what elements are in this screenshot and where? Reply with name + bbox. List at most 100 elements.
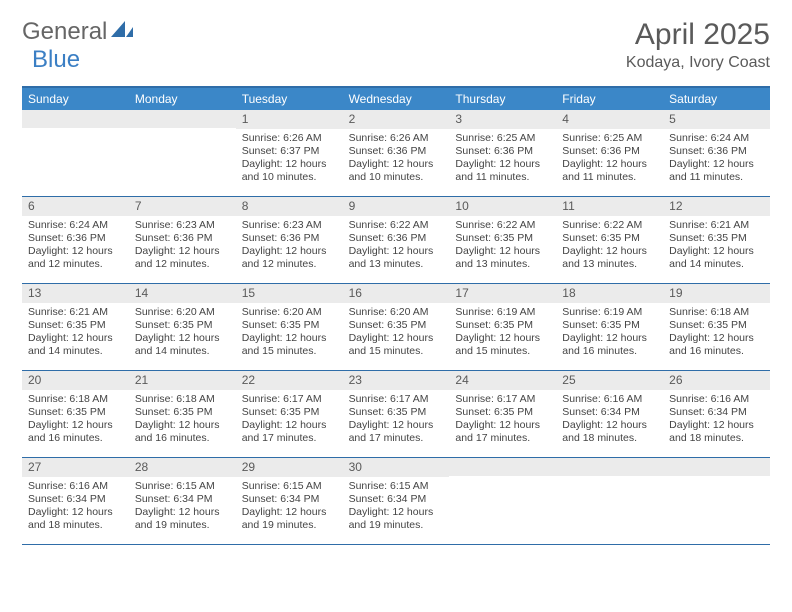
sunset-text: Sunset: 6:34 PM [349,493,444,506]
day-number: 9 [343,197,450,216]
day-cell: 19Sunrise: 6:18 AMSunset: 6:35 PMDayligh… [663,284,770,370]
sunset-text: Sunset: 6:35 PM [28,319,123,332]
day-number: 8 [236,197,343,216]
day-number: 2 [343,110,450,129]
daylight-text: Daylight: 12 hours and 19 minutes. [242,506,337,532]
daylight-text: Daylight: 12 hours and 19 minutes. [349,506,444,532]
header: General April 2025 Kodaya, Ivory Coast [22,18,770,72]
daylight-text: Daylight: 12 hours and 13 minutes. [349,245,444,271]
day-details: Sunrise: 6:24 AMSunset: 6:36 PMDaylight:… [22,216,129,278]
sunrise-text: Sunrise: 6:18 AM [28,393,123,406]
day-cell: 9Sunrise: 6:22 AMSunset: 6:36 PMDaylight… [343,197,450,283]
day-cell: 23Sunrise: 6:17 AMSunset: 6:35 PMDayligh… [343,371,450,457]
daylight-text: Daylight: 12 hours and 13 minutes. [562,245,657,271]
sunrise-text: Sunrise: 6:16 AM [562,393,657,406]
sunrise-text: Sunrise: 6:20 AM [349,306,444,319]
month-title: April 2025 [626,18,770,52]
sunrise-text: Sunrise: 6:21 AM [669,219,764,232]
daylight-text: Daylight: 12 hours and 13 minutes. [455,245,550,271]
day-number: 15 [236,284,343,303]
calendar: Sunday Monday Tuesday Wednesday Thursday… [22,86,770,545]
day-cell: 12Sunrise: 6:21 AMSunset: 6:35 PMDayligh… [663,197,770,283]
day-number: 27 [22,458,129,477]
sunset-text: Sunset: 6:35 PM [349,406,444,419]
day-header: Monday [129,88,236,110]
daylight-text: Daylight: 12 hours and 12 minutes. [135,245,230,271]
sunrise-text: Sunrise: 6:20 AM [135,306,230,319]
day-number: 26 [663,371,770,390]
week-row: 13Sunrise: 6:21 AMSunset: 6:35 PMDayligh… [22,284,770,371]
day-cell: 15Sunrise: 6:20 AMSunset: 6:35 PMDayligh… [236,284,343,370]
day-cell: 6Sunrise: 6:24 AMSunset: 6:36 PMDaylight… [22,197,129,283]
day-details: Sunrise: 6:23 AMSunset: 6:36 PMDaylight:… [129,216,236,278]
sunset-text: Sunset: 6:35 PM [28,406,123,419]
sunrise-text: Sunrise: 6:23 AM [242,219,337,232]
daylight-text: Daylight: 12 hours and 11 minutes. [669,158,764,184]
daylight-text: Daylight: 12 hours and 14 minutes. [135,332,230,358]
day-number: 13 [22,284,129,303]
day-cell: 1Sunrise: 6:26 AMSunset: 6:37 PMDaylight… [236,110,343,196]
day-details: Sunrise: 6:17 AMSunset: 6:35 PMDaylight:… [449,390,556,452]
day-details: Sunrise: 6:22 AMSunset: 6:35 PMDaylight:… [556,216,663,278]
daylight-text: Daylight: 12 hours and 15 minutes. [242,332,337,358]
sunrise-text: Sunrise: 6:16 AM [669,393,764,406]
sunrise-text: Sunrise: 6:24 AM [28,219,123,232]
day-number: 18 [556,284,663,303]
daylight-text: Daylight: 12 hours and 12 minutes. [28,245,123,271]
sunrise-text: Sunrise: 6:25 AM [562,132,657,145]
day-number: 5 [663,110,770,129]
day-cell: 26Sunrise: 6:16 AMSunset: 6:34 PMDayligh… [663,371,770,457]
sunrise-text: Sunrise: 6:18 AM [135,393,230,406]
sunset-text: Sunset: 6:36 PM [455,145,550,158]
day-cell: 4Sunrise: 6:25 AMSunset: 6:36 PMDaylight… [556,110,663,196]
day-cell: 20Sunrise: 6:18 AMSunset: 6:35 PMDayligh… [22,371,129,457]
day-number: 28 [129,458,236,477]
day-cell: 27Sunrise: 6:16 AMSunset: 6:34 PMDayligh… [22,458,129,544]
sunset-text: Sunset: 6:35 PM [135,319,230,332]
sunrise-text: Sunrise: 6:21 AM [28,306,123,319]
sunset-text: Sunset: 6:34 PM [28,493,123,506]
day-details: Sunrise: 6:18 AMSunset: 6:35 PMDaylight:… [22,390,129,452]
day-details: Sunrise: 6:16 AMSunset: 6:34 PMDaylight:… [663,390,770,452]
day-details: Sunrise: 6:20 AMSunset: 6:35 PMDaylight:… [343,303,450,365]
week-row: 27Sunrise: 6:16 AMSunset: 6:34 PMDayligh… [22,458,770,545]
sunset-text: Sunset: 6:34 PM [135,493,230,506]
daylight-text: Daylight: 12 hours and 16 minutes. [135,419,230,445]
daylight-text: Daylight: 12 hours and 10 minutes. [242,158,337,184]
day-number: 23 [343,371,450,390]
daylight-text: Daylight: 12 hours and 18 minutes. [669,419,764,445]
daylight-text: Daylight: 12 hours and 14 minutes. [28,332,123,358]
day-number [129,110,236,128]
day-cell: 2Sunrise: 6:26 AMSunset: 6:36 PMDaylight… [343,110,450,196]
sunset-text: Sunset: 6:35 PM [455,319,550,332]
daylight-text: Daylight: 12 hours and 17 minutes. [455,419,550,445]
day-header: Tuesday [236,88,343,110]
daylight-text: Daylight: 12 hours and 10 minutes. [349,158,444,184]
sunrise-text: Sunrise: 6:16 AM [28,480,123,493]
day-number: 19 [663,284,770,303]
sunset-text: Sunset: 6:36 PM [28,232,123,245]
day-cell: 17Sunrise: 6:19 AMSunset: 6:35 PMDayligh… [449,284,556,370]
day-header: Sunday [22,88,129,110]
day-details: Sunrise: 6:23 AMSunset: 6:36 PMDaylight:… [236,216,343,278]
sunset-text: Sunset: 6:35 PM [562,232,657,245]
sunset-text: Sunset: 6:37 PM [242,145,337,158]
day-details: Sunrise: 6:20 AMSunset: 6:35 PMDaylight:… [129,303,236,365]
day-header: Saturday [663,88,770,110]
sunrise-text: Sunrise: 6:19 AM [562,306,657,319]
day-header: Wednesday [343,88,450,110]
day-number: 12 [663,197,770,216]
day-cell: 13 Sunrise: 6:21 AMSunset: 6:35 PMDayligh… [22,284,129,370]
day-cell: 8Sunrise: 6:23 AMSunset: 6:36 PMDaylight… [236,197,343,283]
sunrise-text: Sunrise: 6:15 AM [349,480,444,493]
day-number: 24 [449,371,556,390]
day-cell: 11Sunrise: 6:22 AMSunset: 6:35 PMDayligh… [556,197,663,283]
sunrise-text: Sunrise: 6:15 AM [135,480,230,493]
week-row: 1Sunrise: 6:26 AMSunset: 6:37 PMDaylight… [22,110,770,197]
day-number [449,458,556,476]
week-row: 20Sunrise: 6:18 AMSunset: 6:35 PMDayligh… [22,371,770,458]
sunset-text: Sunset: 6:35 PM [135,406,230,419]
day-number: 20 [22,371,129,390]
sunset-text: Sunset: 6:36 PM [562,145,657,158]
day-cell: 10Sunrise: 6:22 AMSunset: 6:35 PMDayligh… [449,197,556,283]
